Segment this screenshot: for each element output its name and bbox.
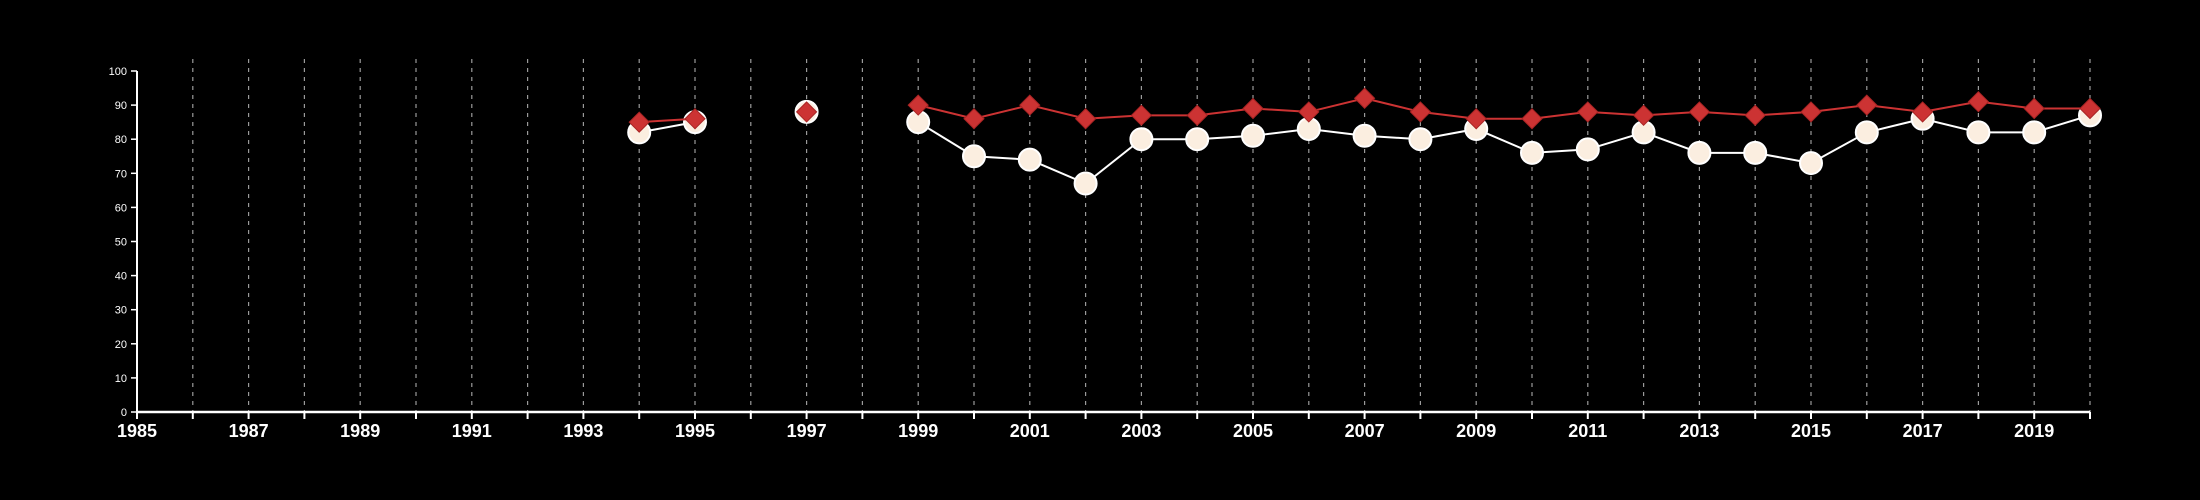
data-point-diamond [1074, 108, 1097, 130]
x-tick-label: 2015 [1791, 421, 1831, 441]
data-point-diamond [1465, 108, 1487, 130]
x-axis-ticks: 1985 1987 1989 1991 1993 1995 1997 1999 2001 2003… [117, 412, 2091, 441]
data-point-circle [1854, 120, 1879, 145]
data-point-circle [1966, 120, 1991, 145]
y-tick-label: 40 [115, 271, 127, 283]
series-layer [627, 87, 2102, 196]
y-tick-label: 10 [115, 373, 127, 385]
data-point-circle [2022, 120, 2047, 145]
data-point-circle [1073, 171, 1098, 196]
data-point-diamond [1856, 94, 1878, 116]
y-tick-label: 30 [115, 305, 127, 317]
data-point-circle [1241, 123, 1265, 148]
x-tick-label: 2005 [1233, 421, 1273, 441]
x-tick-label: 2017 [1903, 421, 1943, 441]
data-point-diamond [1577, 101, 1599, 123]
x-tick-label: 1997 [787, 421, 827, 441]
data-point-diamond [1409, 101, 1432, 123]
y-tick-label: 100 [109, 66, 127, 78]
data-point-diamond [907, 94, 929, 116]
data-point-diamond [1744, 104, 1766, 127]
x-tick-label: 2011 [1568, 421, 1607, 441]
data-point-diamond [1298, 101, 1320, 123]
x-tick-label: 1999 [898, 421, 938, 441]
y-tick-label: 90 [115, 100, 127, 112]
x-tick-label: 2009 [1456, 421, 1496, 441]
data-point-circle [1129, 127, 1154, 152]
data-point-diamond [2079, 97, 2101, 120]
data-point-circle [1687, 140, 1712, 165]
y-tick-label: 50 [115, 237, 127, 249]
data-point-diamond [1967, 90, 1990, 113]
data-point-diamond [1130, 104, 1153, 127]
data-point-diamond [1019, 94, 1041, 116]
y-tick-label: 20 [115, 339, 127, 351]
y-tick-label: 80 [115, 134, 127, 146]
y-axis-ticks: 0 10 20 30 40 50 60 70 80 90 100 [109, 66, 137, 419]
x-tick-label: 1991 [452, 421, 492, 441]
data-point-diamond [1688, 101, 1711, 123]
data-point-diamond [684, 108, 706, 130]
x-tick-label: 1987 [229, 421, 269, 441]
data-point-circle [1799, 151, 1823, 176]
data-point-diamond [1521, 108, 1543, 130]
x-tick-label: 2019 [2014, 421, 2054, 441]
data-point-circle [1185, 127, 1210, 152]
data-point-circle [1017, 147, 1042, 172]
data-point-circle [1520, 140, 1544, 165]
data-point-diamond [628, 111, 650, 133]
data-point-diamond [1911, 101, 1934, 123]
y-tick-label: 0 [121, 407, 127, 419]
data-point-circle [1575, 137, 1600, 162]
data-point-circle [1743, 140, 1768, 165]
series-diamond [628, 87, 2101, 133]
x-tick-label: 1985 [117, 421, 157, 441]
x-tick-label: 2007 [1345, 421, 1385, 441]
data-point-diamond [1800, 101, 1822, 123]
data-point-circle [1352, 123, 1377, 148]
data-point-diamond [963, 108, 985, 130]
data-point-diamond [1186, 104, 1208, 127]
x-tick-label: 2013 [1679, 421, 1719, 441]
series-line [917, 114, 2091, 185]
x-tick-label: 2001 [1010, 421, 1050, 441]
data-point-circle [1408, 127, 1433, 152]
x-tick-label: 1995 [675, 421, 715, 441]
x-tick-label: 2003 [1121, 421, 1161, 441]
series-line [917, 97, 2090, 120]
data-point-circle [962, 144, 986, 169]
y-tick-label: 70 [115, 168, 127, 180]
data-point-diamond [1353, 87, 1376, 109]
data-point-diamond [2023, 97, 2045, 120]
data-point-diamond [1242, 97, 1264, 120]
data-point-diamond [795, 101, 818, 123]
x-tick-label: 1993 [563, 421, 603, 441]
y-tick-label: 60 [115, 202, 127, 214]
data-point-diamond [1632, 104, 1655, 127]
x-tick-label: 1989 [340, 421, 380, 441]
